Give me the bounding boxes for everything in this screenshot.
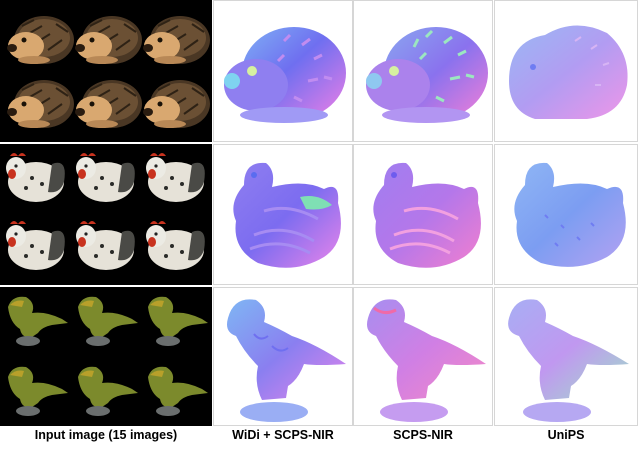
hedgehog-input-2 xyxy=(74,15,143,65)
hedgehog-scps-normal-map xyxy=(366,27,488,123)
input-cell-hedgehog xyxy=(0,0,212,142)
hedgehog-input-5 xyxy=(74,79,143,129)
chicken-input-1 xyxy=(6,153,65,202)
column-label-widi: WiDi + SCPS-NIR xyxy=(232,428,334,442)
dinosaur-input-grid xyxy=(8,296,208,416)
dinosaur-input-1 xyxy=(8,296,68,346)
input-cell-chicken xyxy=(0,144,212,285)
chicken-input-6 xyxy=(146,221,205,270)
chicken-input-grid xyxy=(6,153,205,270)
hedgehog-input-3 xyxy=(142,15,211,65)
dinosaur-widi-normal-map xyxy=(227,299,346,422)
dinosaur-scps-normal-map xyxy=(367,299,486,422)
dinosaur-input-6 xyxy=(148,366,208,416)
chicken-unips-normal-map xyxy=(514,162,626,267)
column-label-scps: SCPS-NIR xyxy=(393,428,453,442)
unips-normal-hedgehog xyxy=(494,0,638,142)
column-label-input: Input image (15 images) xyxy=(34,428,178,442)
input-cell-dinosaur xyxy=(0,287,212,426)
chicken-input-3 xyxy=(146,153,205,202)
hedgehog-input-grid xyxy=(6,15,211,129)
hedgehog-widi-normal-map xyxy=(224,27,346,123)
chicken-input-5 xyxy=(76,221,135,270)
chicken-scps-normal-map xyxy=(373,162,481,268)
widi-normal-hedgehog xyxy=(213,0,353,142)
scps-normal-hedgehog xyxy=(353,0,493,142)
hedgehog-input-4 xyxy=(6,79,75,129)
scps-normal-chicken xyxy=(353,144,493,285)
widi-normal-dinosaur xyxy=(213,287,353,426)
dinosaur-input-4 xyxy=(8,366,68,416)
column-label-unips: UniPS xyxy=(547,428,585,442)
hedgehog-unips-normal-map xyxy=(509,25,628,119)
dinosaur-unips-normal-map xyxy=(508,299,629,422)
dinosaur-input-5 xyxy=(78,366,138,416)
scps-normal-dinosaur xyxy=(353,287,493,426)
hedgehog-input-6 xyxy=(142,79,211,129)
unips-normal-dinosaur xyxy=(494,287,638,426)
chicken-input-2 xyxy=(76,153,135,202)
chicken-widi-normal-map xyxy=(233,162,341,268)
dinosaur-input-2 xyxy=(78,296,138,346)
dinosaur-input-3 xyxy=(148,296,208,346)
hedgehog-input-1 xyxy=(6,15,75,65)
chicken-input-4 xyxy=(6,221,65,270)
widi-normal-chicken xyxy=(213,144,353,285)
unips-normal-chicken xyxy=(494,144,638,285)
